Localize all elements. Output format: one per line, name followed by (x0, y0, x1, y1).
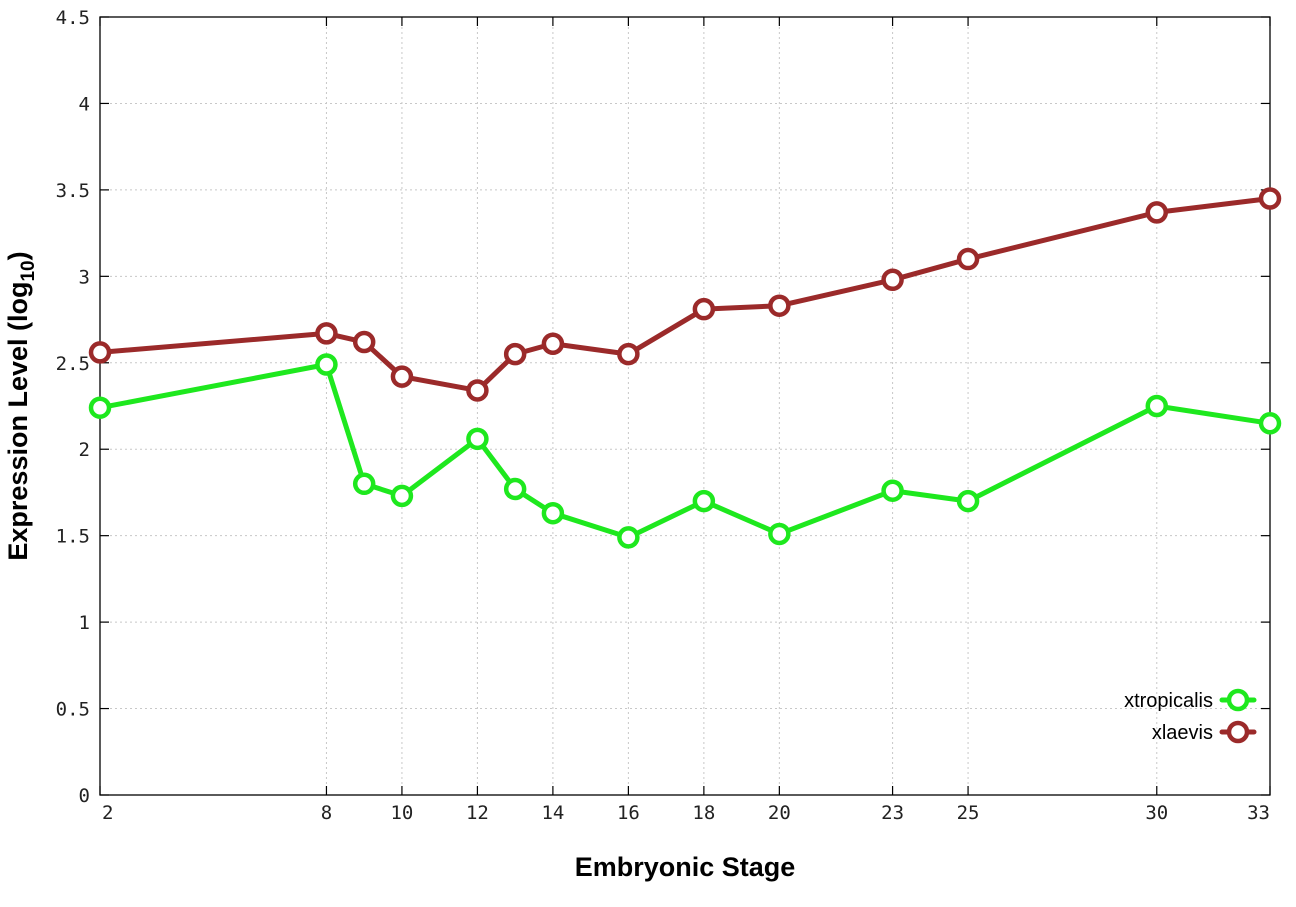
data-point-xlaevis (88, 341, 112, 364)
y-tick-label: 4.5 (56, 7, 90, 29)
data-point-xtropicalis (88, 396, 112, 419)
data-point-xtropicalis (692, 489, 716, 513)
x-tick-label: 25 (957, 802, 980, 824)
x-axis-title: Embryonic Stage (575, 852, 796, 882)
data-point-xtropicalis (466, 427, 489, 451)
plot-frame (99, 16, 1271, 796)
x-tick-label: 16 (617, 802, 640, 824)
data-point-xlaevis (881, 268, 904, 292)
data-point-xlaevis (617, 342, 640, 366)
data-point-xtropicalis (617, 526, 640, 549)
y-tick-label: 3 (79, 266, 90, 288)
x-tick-label: 12 (466, 802, 489, 824)
y-tick-label: 3.5 (56, 180, 90, 202)
legend-label-xtropicalis: xtropicalis (1124, 690, 1213, 712)
data-point-xtropicalis (1145, 394, 1169, 418)
y-tick-label: 1.5 (56, 526, 90, 548)
y-axis-title-subscript: 10 (18, 260, 39, 281)
data-point-xtropicalis (390, 484, 414, 508)
x-tick-label: 20 (768, 802, 791, 824)
data-point-xlaevis (390, 365, 414, 388)
data-point-xlaevis (1258, 187, 1282, 210)
data-point-xtropicalis (956, 489, 980, 513)
legend-label-xlaevis: xlaevis (1152, 722, 1213, 744)
data-point-xlaevis (352, 330, 376, 354)
series-lines (88, 187, 1282, 549)
data-point-xtropicalis (315, 353, 338, 376)
axis-ticks: 0 0.5 1 1.5 2 2.5 3 3.5 4 4.5 2 8 10 12 14 16 18 20 23 25 30… (56, 7, 1271, 824)
x-tick-label: 2 (102, 802, 113, 824)
x-tick-label: 10 (390, 802, 413, 824)
legend-swatch-marker-xtropicalis (1226, 688, 1250, 712)
data-point-xlaevis (315, 322, 338, 345)
y-tick-label: 0.5 (56, 699, 90, 721)
legend-swatch-marker-xlaevis (1226, 720, 1250, 744)
data-point-xtropicalis (541, 501, 565, 525)
legend: xtropicalis xlaevis (1124, 688, 1257, 744)
data-point-xlaevis (956, 247, 980, 271)
data-point-xlaevis (1145, 201, 1169, 224)
series-line-xtropicalis (97, 362, 1273, 540)
data-point-xlaevis (503, 342, 527, 366)
x-tick-label: 18 (692, 802, 715, 824)
grid (100, 17, 1270, 795)
y-tick-label: 2 (79, 439, 90, 461)
x-tick-label: 8 (321, 802, 332, 824)
y-axis-title: Expression Level (log10) (3, 251, 39, 560)
y-tick-label: 1 (79, 612, 90, 634)
data-point-xlaevis (541, 332, 565, 356)
data-point-xtropicalis (352, 472, 376, 496)
data-point-xtropicalis (768, 522, 791, 546)
series-line-xlaevis (97, 196, 1273, 393)
y-axis-title-close: ) (3, 251, 33, 260)
y-axis-title-main: Expression Level (log (3, 282, 33, 561)
data-point-xtropicalis (1258, 412, 1282, 435)
x-tick-label: 33 (1247, 802, 1270, 824)
data-point-xlaevis (466, 379, 489, 402)
data-point-xlaevis (768, 294, 791, 317)
y-tick-label: 2.5 (56, 353, 90, 375)
y-tick-label: 0 (79, 785, 90, 807)
data-point-xlaevis (692, 297, 716, 321)
x-tick-label: 30 (1145, 802, 1168, 824)
x-tick-label: 23 (881, 802, 904, 824)
data-point-xtropicalis (503, 477, 527, 501)
data-point-xtropicalis (881, 479, 904, 502)
x-tick-label: 14 (541, 802, 564, 824)
y-tick-label: 4 (79, 93, 90, 115)
